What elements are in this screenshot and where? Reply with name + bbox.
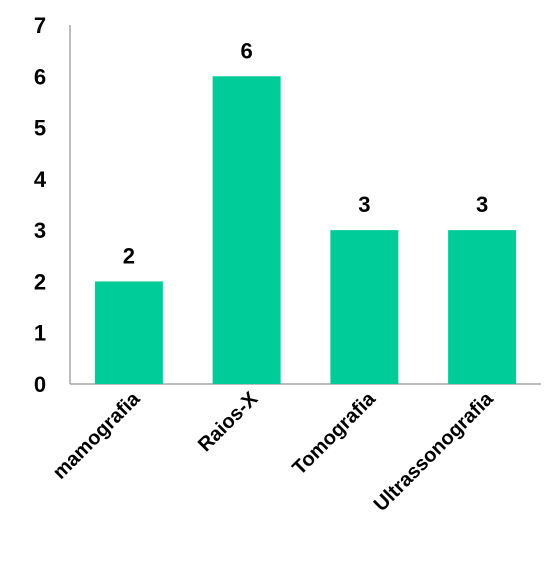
x-category-label: Raios-X [194, 388, 263, 457]
y-tick-label: 3 [34, 218, 46, 243]
x-axis-category-labels: mamografia Raios-X TomografiaUltrassonogra… [49, 387, 499, 516]
bar-series [94, 76, 517, 385]
y-tick-label: 5 [34, 116, 46, 141]
y-tick-label: 1 [34, 321, 46, 346]
bar-data-label: 6 [241, 38, 253, 63]
y-axis-tick-labels: 0 1 2 3 4 5 6 7 [34, 13, 47, 397]
y-tick-label: 6 [34, 64, 46, 89]
y-tick-label: 4 [34, 167, 47, 192]
y-tick-label: 0 [34, 372, 46, 397]
y-tick-label: 2 [34, 269, 46, 294]
bar [212, 76, 281, 385]
y-tick-label: 7 [34, 13, 46, 38]
bar-data-label: 3 [358, 192, 370, 217]
bar [94, 281, 163, 384]
bar-data-label: 3 [476, 192, 488, 217]
bar [448, 230, 517, 384]
x-category-label: Tomografia [288, 387, 380, 479]
data-labels: 2 6 3 3 [123, 38, 489, 268]
bar-data-label: 2 [123, 243, 135, 268]
x-category-label: Ultrassonografia [370, 387, 499, 516]
bar [330, 230, 399, 384]
x-category-label: mamografia [49, 387, 145, 483]
